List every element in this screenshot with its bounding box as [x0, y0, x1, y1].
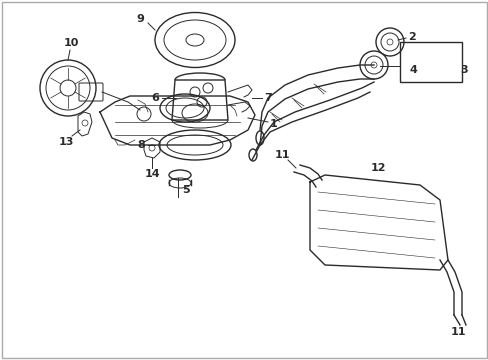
- Text: 3: 3: [459, 65, 467, 75]
- Text: 6: 6: [151, 93, 159, 103]
- Text: 14: 14: [144, 169, 160, 179]
- Text: 9: 9: [136, 14, 143, 24]
- Text: 12: 12: [369, 163, 385, 173]
- Text: 1: 1: [269, 119, 277, 129]
- Text: 2: 2: [407, 32, 415, 42]
- Text: 5: 5: [182, 185, 189, 195]
- Text: 10: 10: [63, 38, 79, 48]
- Text: 11: 11: [274, 150, 289, 160]
- Text: 11: 11: [449, 327, 465, 337]
- Text: 7: 7: [264, 93, 271, 103]
- Text: 8: 8: [137, 140, 144, 150]
- Text: 13: 13: [58, 137, 74, 147]
- Text: 4: 4: [409, 65, 417, 75]
